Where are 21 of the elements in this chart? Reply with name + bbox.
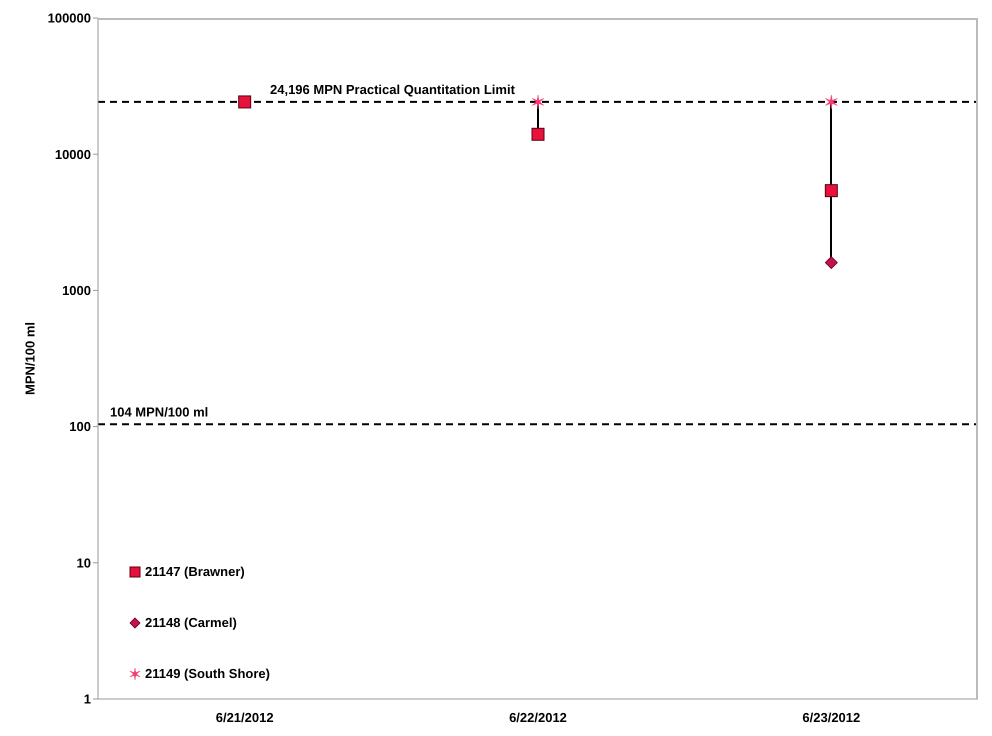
ref-line-label: 104 MPN/100 ml — [110, 404, 208, 420]
x-tick-label: 6/21/2012 — [216, 710, 274, 726]
legend-label: 21147 (Brawner) — [145, 563, 245, 580]
point — [824, 256, 838, 269]
x-tick-label: 6/23/2012 — [802, 710, 860, 726]
y-tick-label: 10 — [76, 555, 91, 570]
point — [825, 94, 838, 110]
legend-label: 21148 (Carmel) — [145, 614, 237, 631]
point — [238, 95, 252, 108]
y-tick-label: 100 — [69, 419, 91, 434]
legend-label: 21149 (South Shore) — [145, 665, 270, 682]
ref-line-label: 24,196 MPN Practical Quantitation Limit — [270, 82, 516, 97]
y-tick-label: 1 — [84, 692, 91, 707]
x-tick-label: 6/22/2012 — [509, 710, 567, 726]
y-tick-label: 1000 — [62, 283, 91, 298]
point — [824, 184, 838, 198]
point — [532, 94, 544, 110]
y-tick-label: 100000 — [48, 10, 91, 26]
y-tick-label: 10000 — [54, 146, 91, 162]
point — [532, 128, 544, 141]
y-axis-title: MPN/100 ml — [22, 322, 38, 395]
